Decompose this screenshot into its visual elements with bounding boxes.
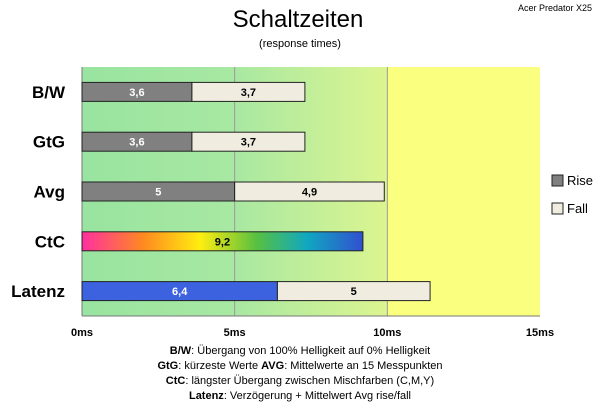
category-label: Latenz — [11, 282, 65, 301]
bar-fall-value: 3,7 — [241, 137, 256, 149]
zone-slow — [387, 67, 540, 316]
category-label: B/W — [32, 83, 66, 102]
bar-rise-value: 9,2 — [215, 236, 230, 248]
footnote-key: GtG — [157, 360, 178, 372]
footnote-key: AVG — [261, 360, 284, 372]
plot-area: 0ms 5ms 10ms 15ms B/W 3,6 3,7 GtG 3,6 3,7 Avg 5 4,9 C… — [11, 67, 554, 339]
footnote-line: B/W: Übergang von 100% Helligkeit auf 0%… — [170, 345, 430, 357]
footnote-text: : Mittelwerte an 15 Messpunkten — [284, 360, 442, 372]
bar-fall — [276, 281, 431, 302]
bar-rise — [81, 231, 364, 252]
bar-fall — [234, 181, 385, 202]
x-tick-label: 5ms — [224, 327, 246, 339]
footnote-text: : Verzögerung + Mittelwert Avg rise/fall — [224, 390, 411, 402]
category-label: Avg — [34, 183, 66, 202]
bar-fall — [191, 81, 306, 102]
footnote-line: CtC: längster Übergang zwischen Mischfar… — [166, 375, 434, 387]
legend-label: Rise — [567, 173, 593, 188]
footnotes: B/W: Übergang von 100% Helligkeit auf 0%… — [157, 345, 442, 402]
bar-fall-value: 5 — [351, 286, 357, 298]
category-label: CtC — [35, 232, 65, 251]
bar-rise-value: 3,6 — [129, 87, 144, 99]
legend-swatch — [551, 202, 564, 215]
footnote-line: GtG: kürzeste Werte AVG: Mittelwerte an … — [157, 360, 442, 372]
bar-fall — [191, 131, 306, 152]
category-label: GtG — [33, 133, 65, 152]
x-tick-label: 15ms — [526, 327, 554, 339]
footnote-line: Latenz: Verzögerung + Mittelwert Avg ris… — [189, 390, 411, 402]
monitor-label: Acer Predator X25 — [518, 3, 592, 13]
legend: Rise Fall — [551, 173, 593, 216]
footnote-text: : kürzeste Werte — [178, 360, 261, 372]
bar-fall-value: 4,9 — [302, 187, 317, 199]
footnote-key: B/W — [170, 345, 192, 357]
bar-rise-value: 6,4 — [172, 286, 188, 298]
bar-rise-value: 5 — [155, 187, 161, 199]
chart-title: Schaltzeiten — [233, 6, 364, 33]
chart-subtitle: (response times) — [259, 38, 341, 50]
legend-label: Fall — [567, 201, 588, 216]
x-tick-label: 10ms — [373, 327, 401, 339]
footnote-key: Latenz — [189, 390, 224, 402]
x-tick-label: 0ms — [71, 327, 93, 339]
footnote-key: CtC — [166, 375, 186, 387]
bar-fall-value: 3,7 — [241, 87, 256, 99]
footnote-text: : Übergang von 100% Helligkeit auf 0% He… — [191, 345, 430, 357]
bar-rise-value: 3,6 — [129, 137, 144, 149]
legend-swatch — [551, 174, 564, 187]
footnote-text: : längster Übergang zwischen Mischfarben… — [185, 375, 434, 387]
